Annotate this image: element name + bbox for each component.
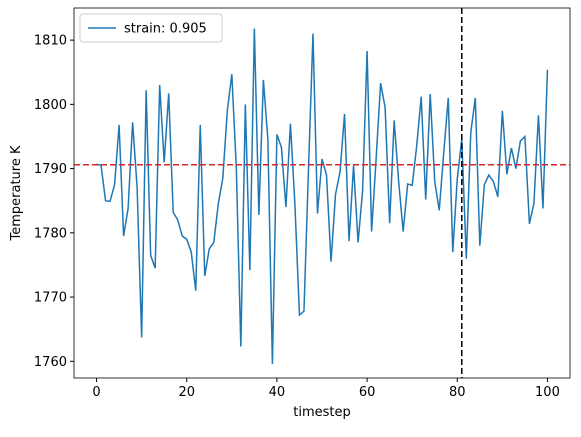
x-tick-label: 100 (535, 385, 560, 400)
x-axis-label: timestep (293, 405, 351, 420)
y-tick-label: 1760 (34, 355, 67, 370)
legend-label: strain: 0.905 (124, 22, 207, 37)
x-tick-label: 40 (269, 385, 286, 400)
y-tick-label: 1810 (34, 34, 67, 49)
data-line (96, 28, 549, 364)
y-axis-label: Temperature K (9, 145, 24, 241)
x-tick-label: 80 (449, 385, 466, 400)
x-tick-label: 20 (178, 385, 195, 400)
legend: strain: 0.905 (79, 13, 223, 43)
y-tick-label: 1800 (34, 98, 67, 113)
x-tick-label: 0 (92, 385, 100, 400)
y-tick-label: 1790 (34, 162, 67, 177)
y-tick-label: 1770 (34, 291, 67, 306)
x-tick-label: 60 (359, 385, 376, 400)
legend-box (79, 13, 223, 43)
plot-frame (73, 7, 571, 379)
y-tick-label: 1780 (34, 226, 67, 241)
